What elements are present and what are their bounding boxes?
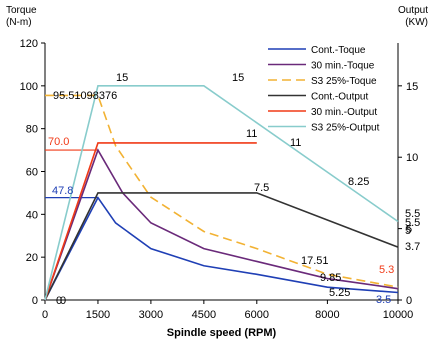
annotation-label: 17.51 (301, 255, 329, 267)
y-tick-label-left: 80 (26, 124, 38, 136)
annotation-label: 11 (290, 137, 301, 149)
annotation-label: 5.25 (329, 287, 350, 299)
y-axis-title-right-unit: (KW) (405, 17, 428, 28)
x-tick-label: 4500 (192, 309, 216, 321)
y-axis-title-right: Output (398, 5, 428, 16)
annotation-label: 15 (232, 72, 244, 84)
annotation-label: 15 (116, 72, 128, 84)
y-tick-label-right: 15 (406, 81, 418, 93)
annotation-label: 9.85 (320, 272, 341, 284)
x-axis-title: Spindle speed (RPM) (167, 327, 277, 339)
x-tick-label: 3000 (139, 309, 163, 321)
series-line-0 (44, 196, 399, 301)
series-line-2 (45, 94, 399, 288)
annotation-label: 5.5 (405, 208, 420, 220)
y-axis-title-left-unit: (N-m) (6, 17, 32, 28)
annotation-label: 3.7 (405, 241, 420, 253)
annotation-label: 3.5 (376, 294, 391, 306)
legend-entry: 30 min.-Toque (311, 61, 375, 72)
annotations: 95.51098376 70.0 47.8 15 15 11 11 7.5 8.25 17.51 9… (48, 72, 420, 307)
annotation-label: 5 (405, 225, 411, 237)
annotation-label: 95.51098376 (53, 90, 117, 102)
annotation-label: 11 (246, 128, 257, 140)
y-tick-label-left: 20 (26, 252, 38, 264)
x-tick-label: 1500 (86, 309, 110, 321)
series-line-4 (44, 142, 257, 301)
series-line-1 (44, 148, 399, 301)
annotation-label: 5.3 (379, 264, 394, 276)
legend-entry: Cont.-Toque (311, 45, 366, 56)
series-line-5 (44, 85, 399, 301)
annotation-label: 70.0 (48, 136, 69, 148)
legend-entry: Cont.-Output (311, 92, 368, 103)
x-tick-label: 8000 (315, 309, 339, 321)
y-tick-label-right: 5 (406, 224, 412, 236)
y-tick-label-left: 40 (26, 209, 38, 221)
y-tick-label-left: 120 (20, 38, 38, 50)
y-tick-label-left: 0 (32, 295, 38, 307)
series-lines (44, 85, 399, 301)
legend: Cont.-Toque 30 min.-Toque S3 25%-Toque Cont… (268, 45, 380, 134)
annotation-label: 5.5 (405, 217, 420, 229)
annotation-label: 8.25 (348, 176, 369, 188)
y-tick-label-left: 100 (20, 81, 38, 93)
x-tick-label: 10000 (383, 309, 414, 321)
legend-entry: S3 25%-Toque (311, 76, 377, 87)
x-tick-label: 0 (42, 309, 48, 321)
annotation-label: 0 (60, 295, 66, 307)
y-tick-label-right: 0 (406, 295, 412, 307)
legend-entry: 30 min.-Output (311, 107, 377, 118)
y-tick-label-right: 10 (406, 152, 418, 164)
y-axis-title-left: Torque (6, 5, 37, 16)
annotation-label: 0 (56, 295, 62, 307)
annotation-label: 7.5 (254, 182, 269, 194)
series-line-3 (44, 192, 399, 301)
legend-entry: S3 25%-Output (311, 123, 380, 134)
y-tick-label-left: 60 (26, 167, 38, 179)
annotation-label: 47.8 (52, 185, 73, 197)
x-tick-label: 6000 (245, 309, 269, 321)
